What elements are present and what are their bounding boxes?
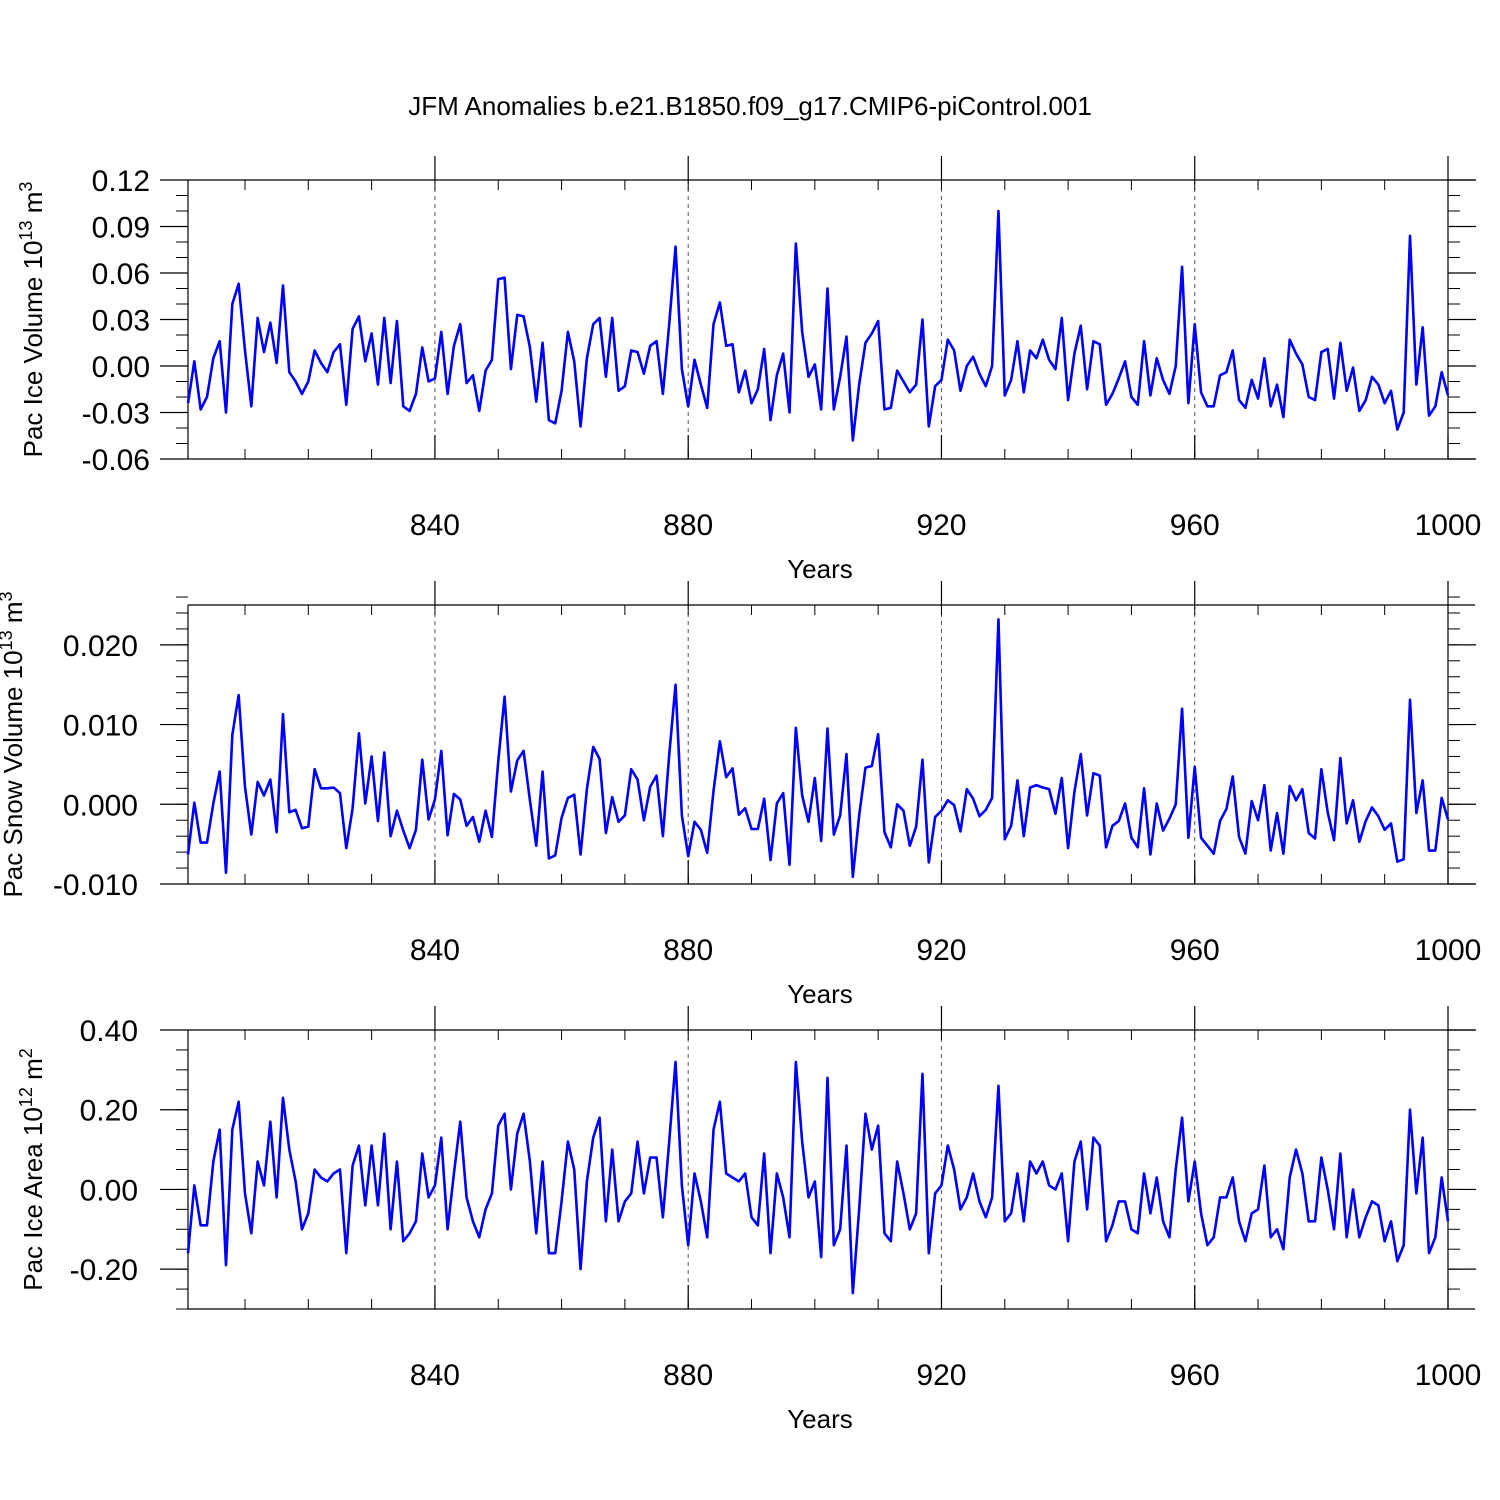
panel3-series-line: [186, 1060, 1450, 1295]
panel3-x-tick-label-1: 880: [663, 1359, 713, 1392]
panel3-y-tick-label-2: 0.20: [80, 1095, 138, 1128]
chart-title: JFM Anomalies b.e21.B1850.f09_g17.CMIP6-…: [408, 91, 1092, 121]
panel2-x-axis-title: Years: [787, 979, 853, 1009]
panel2-y-tick-label-0: -0.010: [53, 869, 138, 902]
panel1-x-tick-label-0: 840: [410, 509, 460, 542]
panel1-series-line: [186, 209, 1450, 442]
panel2-y-tick-label-2: 0.010: [63, 710, 138, 743]
panel2-y-axis-title: Pac Snow Volume 1013 m3: [0, 591, 28, 897]
panel2-x-tick-label-0: 840: [410, 934, 460, 967]
panel3-x-tick-label-0: 840: [410, 1359, 460, 1392]
panel1-y-tick-label-2: 0.00: [92, 351, 150, 384]
panel1-y-tick-label-0: -0.06: [82, 444, 150, 477]
panel2-x-tick-label-3: 960: [1170, 934, 1220, 967]
panel3-x-axis-title: Years: [787, 1404, 853, 1434]
panel1-y-tick-label-3: 0.03: [92, 305, 150, 338]
panel2-x-tick-label-2: 920: [916, 934, 966, 967]
panel2-y-tick-label-1: 0.000: [63, 789, 138, 822]
panel1-y-tick-label-5: 0.09: [92, 212, 150, 245]
panel3-x-tick-label-4: 1000: [1415, 1359, 1482, 1392]
panel1-y-tick-label-1: -0.03: [82, 398, 150, 431]
panel3-y-tick-label-1: 0.00: [80, 1174, 138, 1207]
panel1-y-tick-label-4: 0.06: [92, 258, 150, 291]
panel3-x-tick-label-2: 920: [916, 1359, 966, 1392]
panel1-y-tick-label-6: 0.12: [92, 165, 150, 198]
panel2-x-tick-label-4: 1000: [1415, 934, 1482, 967]
panel3-x-tick-label-3: 960: [1170, 1359, 1220, 1392]
panel3-y-tick-label-0: -0.20: [70, 1254, 138, 1287]
panel2-y-tick-label-3: 0.020: [63, 630, 138, 663]
panel3-y-tick-label-3: 0.40: [80, 1015, 138, 1048]
panel1-y-axis-title: Pac Ice Volume 1013 m3: [16, 182, 48, 458]
panel1-x-tick-label-3: 960: [1170, 509, 1220, 542]
panel1-x-axis-title: Years: [787, 554, 853, 584]
panel2-x-tick-label-1: 880: [663, 934, 713, 967]
panel1-x-tick-label-1: 880: [663, 509, 713, 542]
panel3-y-axis-title: Pac Ice Area 1012 m2: [16, 1048, 48, 1291]
panel1-x-tick-label-2: 920: [916, 509, 966, 542]
panel2-series-line: [186, 618, 1450, 879]
panel1-x-tick-label-4: 1000: [1415, 509, 1482, 542]
